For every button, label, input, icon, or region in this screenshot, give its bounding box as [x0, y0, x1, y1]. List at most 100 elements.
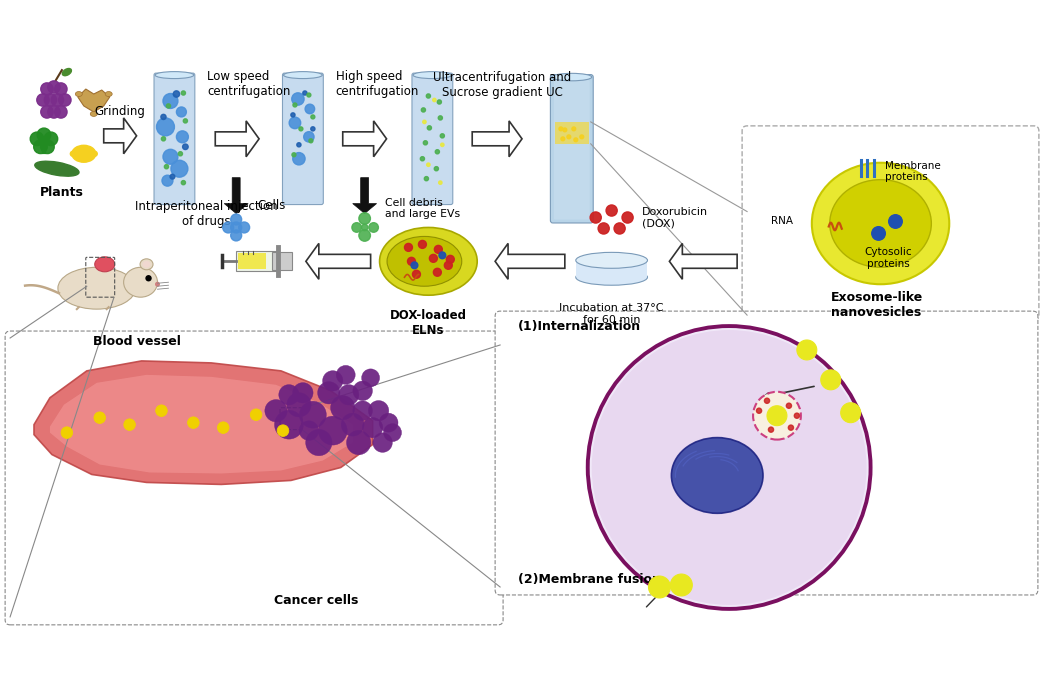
Circle shape — [559, 127, 562, 130]
Text: Blood vessel: Blood vessel — [92, 335, 180, 348]
Circle shape — [299, 401, 327, 428]
Circle shape — [561, 137, 564, 141]
Circle shape — [166, 104, 171, 108]
Polygon shape — [77, 89, 110, 112]
Circle shape — [872, 227, 886, 240]
Circle shape — [439, 181, 442, 184]
FancyBboxPatch shape — [551, 74, 594, 223]
Circle shape — [156, 118, 175, 136]
Circle shape — [322, 371, 343, 391]
Circle shape — [41, 106, 53, 118]
Circle shape — [317, 382, 340, 404]
Circle shape — [239, 222, 249, 233]
Circle shape — [307, 93, 311, 97]
Ellipse shape — [671, 438, 763, 514]
Ellipse shape — [105, 92, 112, 96]
Circle shape — [435, 245, 442, 253]
Ellipse shape — [284, 72, 322, 79]
Circle shape — [407, 257, 416, 265]
Circle shape — [230, 230, 242, 241]
Circle shape — [788, 425, 794, 430]
Circle shape — [622, 212, 633, 223]
Circle shape — [306, 430, 332, 456]
Circle shape — [292, 153, 296, 157]
Circle shape — [44, 94, 57, 106]
Circle shape — [670, 574, 692, 596]
Ellipse shape — [387, 236, 462, 286]
Circle shape — [303, 91, 307, 95]
Bar — [576, 260, 647, 277]
Circle shape — [341, 413, 364, 436]
Text: (2)Membrane fusion: (2)Membrane fusion — [518, 573, 661, 586]
Polygon shape — [342, 121, 386, 157]
Ellipse shape — [35, 161, 79, 176]
Circle shape — [183, 119, 187, 123]
Circle shape — [293, 152, 305, 165]
Polygon shape — [472, 121, 522, 157]
Polygon shape — [50, 375, 353, 473]
Circle shape — [446, 255, 454, 264]
Circle shape — [311, 127, 315, 131]
Circle shape — [218, 422, 229, 434]
Circle shape — [574, 138, 578, 141]
Circle shape — [427, 126, 431, 130]
Circle shape — [420, 156, 424, 161]
Circle shape — [176, 107, 186, 117]
Circle shape — [230, 222, 242, 233]
Circle shape — [795, 413, 800, 418]
Circle shape — [435, 167, 439, 171]
Circle shape — [580, 135, 583, 139]
Circle shape — [423, 141, 427, 145]
Circle shape — [163, 94, 178, 109]
FancyBboxPatch shape — [742, 126, 1039, 320]
Circle shape — [423, 120, 426, 124]
Bar — [272, 252, 292, 270]
Circle shape — [411, 262, 418, 268]
Circle shape — [338, 385, 359, 405]
Circle shape — [293, 382, 313, 403]
FancyBboxPatch shape — [415, 90, 450, 201]
Ellipse shape — [830, 180, 932, 267]
Circle shape — [347, 430, 371, 455]
Polygon shape — [216, 121, 259, 157]
Ellipse shape — [72, 145, 95, 163]
Ellipse shape — [94, 257, 115, 272]
FancyBboxPatch shape — [286, 90, 320, 201]
Circle shape — [161, 137, 165, 141]
Circle shape — [34, 140, 47, 154]
Circle shape — [331, 395, 355, 420]
FancyBboxPatch shape — [283, 73, 324, 205]
Ellipse shape — [552, 73, 592, 81]
Text: Low speed
centrifugation: Low speed centrifugation — [207, 70, 291, 98]
Circle shape — [293, 103, 297, 107]
Circle shape — [291, 113, 295, 117]
Ellipse shape — [63, 68, 71, 76]
Polygon shape — [306, 243, 371, 279]
Circle shape — [369, 223, 378, 232]
Text: Plants: Plants — [40, 186, 84, 199]
FancyBboxPatch shape — [5, 331, 503, 625]
Circle shape — [163, 150, 178, 164]
Ellipse shape — [576, 269, 647, 285]
Circle shape — [563, 128, 566, 132]
Circle shape — [433, 268, 442, 276]
Circle shape — [41, 140, 54, 154]
Polygon shape — [34, 361, 373, 484]
FancyBboxPatch shape — [157, 90, 192, 201]
Circle shape — [439, 116, 443, 120]
Circle shape — [572, 127, 576, 130]
Circle shape — [353, 401, 373, 421]
Text: Doxorubicin
(DOX): Doxorubicin (DOX) — [642, 207, 708, 228]
Circle shape — [318, 416, 348, 445]
Text: Incubation at 37°C
for 60 min: Incubation at 37°C for 60 min — [559, 303, 664, 324]
Ellipse shape — [576, 252, 647, 268]
Circle shape — [587, 326, 871, 609]
Circle shape — [379, 413, 398, 432]
Text: Intraperitoneal injection
of drugs: Intraperitoneal injection of drugs — [135, 199, 277, 227]
Circle shape — [304, 132, 314, 142]
Circle shape — [362, 417, 383, 438]
Circle shape — [764, 398, 770, 404]
Circle shape — [178, 152, 182, 156]
Circle shape — [648, 576, 670, 598]
Circle shape — [250, 409, 262, 421]
